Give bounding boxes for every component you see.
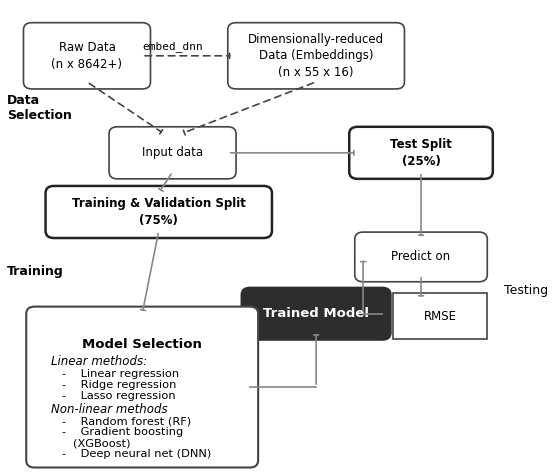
Text: -    Random forest (RF): - Random forest (RF)	[62, 416, 192, 426]
FancyBboxPatch shape	[355, 232, 487, 282]
Text: -    Ridge regression: - Ridge regression	[62, 380, 176, 390]
Text: Data
Selection: Data Selection	[7, 94, 72, 122]
Text: Input data: Input data	[142, 146, 203, 159]
Text: Predict on: Predict on	[391, 250, 451, 263]
Text: RMSE: RMSE	[424, 309, 457, 323]
Text: -    Deep neural net (DNN): - Deep neural net (DNN)	[62, 449, 211, 459]
FancyBboxPatch shape	[241, 288, 391, 340]
FancyBboxPatch shape	[109, 127, 236, 179]
Text: Trained Model: Trained Model	[263, 307, 369, 320]
Text: Test Split
(25%): Test Split (25%)	[390, 138, 452, 168]
Text: Testing: Testing	[504, 284, 548, 297]
Text: Dimensionally-reduced
Data (Embeddings)
(n x 55 x 16): Dimensionally-reduced Data (Embeddings) …	[248, 33, 384, 79]
Text: (XGBoost): (XGBoost)	[73, 438, 130, 448]
Text: -    Lasso regression: - Lasso regression	[62, 391, 176, 401]
FancyBboxPatch shape	[349, 127, 493, 179]
Text: Model Selection: Model Selection	[82, 338, 202, 351]
Text: Linear methods:: Linear methods:	[51, 355, 147, 367]
Text: Non-linear methods: Non-linear methods	[51, 403, 167, 416]
Text: -    Linear regression: - Linear regression	[62, 369, 179, 379]
Text: -    Gradient boosting: - Gradient boosting	[62, 427, 183, 437]
Text: Training: Training	[7, 265, 64, 278]
FancyBboxPatch shape	[24, 23, 151, 89]
Text: embed_dnn: embed_dnn	[142, 41, 203, 52]
Text: Raw Data
(n x 8642+): Raw Data (n x 8642+)	[52, 41, 123, 70]
FancyBboxPatch shape	[228, 23, 404, 89]
Text: Training & Validation Split
(75%): Training & Validation Split (75%)	[72, 197, 246, 227]
FancyBboxPatch shape	[26, 307, 258, 467]
FancyBboxPatch shape	[45, 186, 272, 238]
FancyBboxPatch shape	[394, 293, 487, 339]
